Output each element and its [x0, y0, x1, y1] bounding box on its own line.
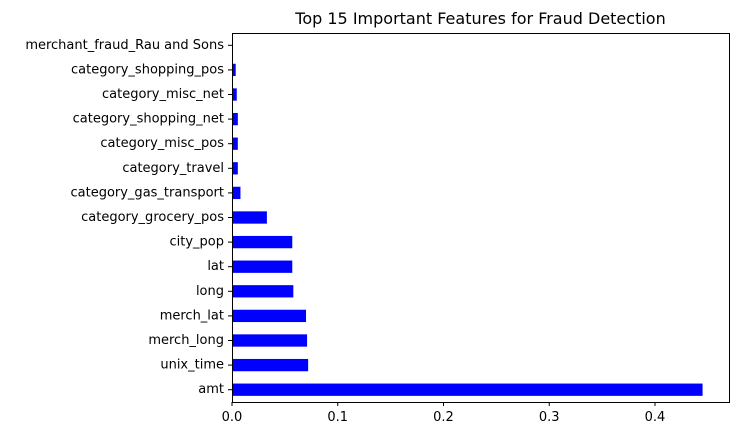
bar-category-shopping-pos [232, 63, 236, 77]
x-tick-label: 0.4 [645, 410, 666, 425]
x-tick-label: 0.2 [433, 410, 454, 425]
bar-category-travel [232, 162, 238, 175]
x-tick-label: 0.0 [222, 410, 243, 425]
bar-amt [232, 383, 703, 396]
y-tick-label: unix_time [160, 358, 224, 373]
x-tick-label: 0.3 [539, 410, 560, 425]
bar-category-shopping-net [232, 112, 238, 126]
y-tick-label: long [196, 284, 224, 299]
y-tick-label: amt [198, 382, 224, 397]
bar-merch-lat [232, 309, 307, 323]
bar-unix-time [232, 358, 309, 372]
y-tick-label: category_grocery_pos [81, 210, 224, 225]
x-tick-label: 0.1 [327, 410, 348, 425]
bar-lat [232, 260, 293, 273]
y-tick-label: lat [207, 259, 224, 274]
y-tick-label: city_pop [169, 235, 224, 250]
y-tick-label: merch_long [148, 333, 224, 348]
y-tick-label: merch_lat [160, 308, 224, 323]
y-tick-label: merchant_fraud_Rau and Sons [25, 38, 224, 53]
x-axis-ticks: 0.0 0.1 0.2 0.3 0.4 [222, 402, 666, 425]
y-tick-label: category_shopping_net [73, 112, 224, 127]
chart-title: Top 15 Important Features for Fraud Dete… [294, 9, 665, 28]
y-tick-label: category_shopping_pos [71, 62, 224, 77]
y-tick-label: category_travel [122, 161, 224, 176]
plot-frame [232, 33, 730, 403]
y-tick-label: category_misc_pos [100, 136, 224, 151]
bar-category-grocery-pos [232, 211, 267, 224]
bar-merch-long [232, 334, 308, 347]
bars-layer [232, 63, 703, 396]
bar-city-pop [232, 235, 293, 249]
y-tick-label: category_misc_net [102, 87, 224, 102]
y-tick-label: category_gas_transport [70, 185, 224, 200]
bar-category-misc-net [232, 88, 237, 101]
y-axis-ticks: amt unix_time merch_long merch_lat long lat ci… [25, 38, 232, 397]
bar-category-gas-transport [232, 186, 241, 200]
bar-category-misc-pos [232, 137, 238, 150]
bar-long [232, 285, 294, 298]
